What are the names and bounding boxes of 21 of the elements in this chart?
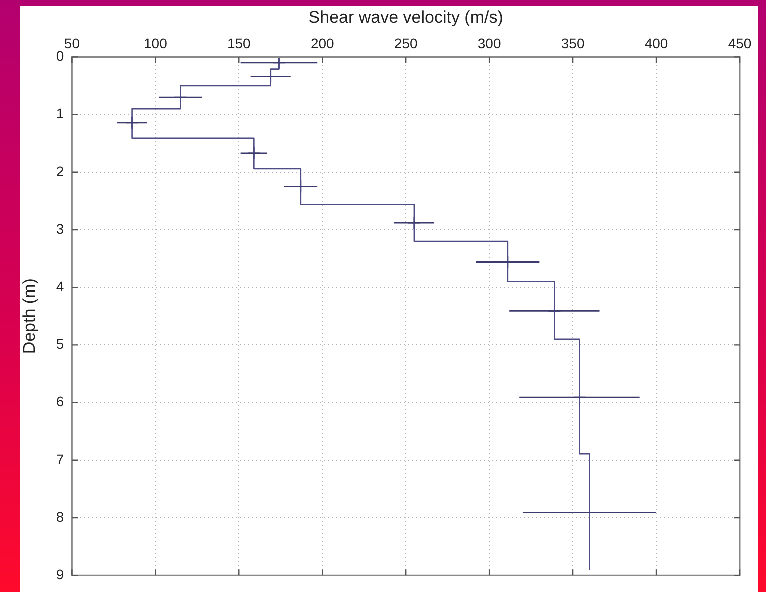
y-tick-label: 1 bbox=[56, 106, 64, 122]
x-tick-label: 200 bbox=[310, 36, 335, 52]
y-tick-label: 5 bbox=[56, 336, 64, 352]
x-tick-label: 250 bbox=[394, 36, 418, 52]
x-tick-label: 450 bbox=[728, 36, 752, 52]
y-tick-label: 6 bbox=[56, 394, 64, 410]
x-tick-label: 50 bbox=[64, 36, 80, 52]
y-tick-label: 8 bbox=[56, 508, 64, 525]
x-tick-label: 300 bbox=[478, 36, 502, 52]
y-tick-label: 3 bbox=[56, 220, 64, 237]
y-tick-label: 9 bbox=[56, 566, 64, 582]
y-tick-label: 7 bbox=[56, 451, 64, 468]
y-tick-label: 4 bbox=[56, 278, 64, 294]
x-tick-label: 400 bbox=[644, 36, 668, 52]
y-tick-label: 0 bbox=[56, 48, 64, 64]
x-axis-title: Shear wave velocity (m/s) bbox=[308, 8, 504, 27]
x-tick-label: 150 bbox=[227, 36, 252, 52]
x-tick-label: 100 bbox=[144, 36, 168, 52]
y-axis-title: Depth (m) bbox=[20, 278, 39, 354]
x-tick-label: 350 bbox=[561, 36, 585, 52]
y-tick-label: 2 bbox=[56, 163, 64, 180]
